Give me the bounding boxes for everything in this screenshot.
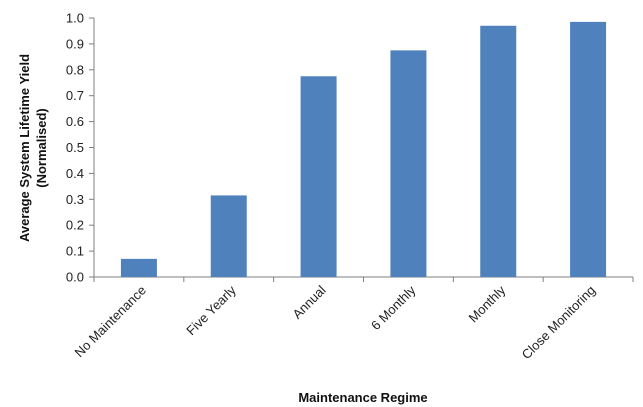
bar <box>390 50 427 277</box>
x-category-label: Close Monitoring <box>519 283 599 363</box>
category-labels: No Maintenance Five Yearly Annual 6 Monthly… <box>71 282 598 362</box>
bar <box>300 76 337 278</box>
x-axis-ticks <box>93 277 634 282</box>
x-category-label: Annual <box>289 282 328 321</box>
y-tick-label: 0.6 <box>66 114 84 129</box>
y-axis-title-line1: Average System Lifetime Yield <box>17 54 32 242</box>
bar <box>570 21 607 278</box>
x-axis-title: Maintenance Regime <box>298 390 427 405</box>
y-tick-label: 1.0 <box>66 11 84 26</box>
y-tick-label: 0.0 <box>66 270 84 285</box>
bar <box>120 258 157 277</box>
y-tick-label: 0.3 <box>66 192 84 207</box>
y-tick-label: 0.5 <box>66 140 84 155</box>
y-tick-label: 0.4 <box>66 166 84 181</box>
y-tick-label: 0.1 <box>66 244 84 259</box>
y-tick-label: 0.9 <box>66 36 84 51</box>
y-tick-label: 0.8 <box>66 62 84 77</box>
y-axis-ticks: 0.0 0.1 0.2 0.3 0.4 0.5 0.6 0.7 0.8 0.9 1.0 <box>66 11 94 285</box>
x-category-label: Five Yearly <box>183 282 239 338</box>
bar <box>480 25 517 277</box>
y-tick-label: 0.2 <box>66 218 84 233</box>
x-category-label: Monthly <box>466 282 509 325</box>
bars-group <box>120 21 607 278</box>
y-tick-label: 0.7 <box>66 88 84 103</box>
bar <box>210 195 247 277</box>
x-category-label: 6 Monthly <box>368 282 419 333</box>
x-category-label: No Maintenance <box>71 283 149 361</box>
y-axis-title-line2: (Normalised) <box>34 108 49 187</box>
